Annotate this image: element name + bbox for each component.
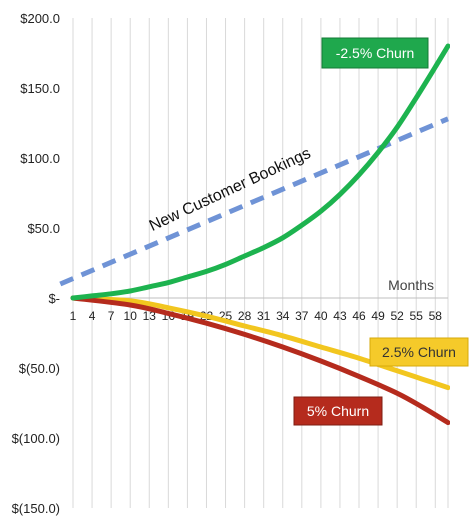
x-tick-labels: 1 4 7 10 13 16 19 22 25 28 31 34 37 40 43 46 49 52 55 58 bbox=[70, 309, 443, 323]
x-tick-label: 43 bbox=[333, 309, 347, 323]
label-2-5-churn-box bbox=[369, 337, 469, 367]
y-tick-label: $(50.0) bbox=[19, 361, 60, 376]
label-neg-2-5-churn-box bbox=[321, 37, 429, 69]
x-tick-label: 37 bbox=[295, 309, 309, 323]
x-tick-label: 34 bbox=[276, 309, 290, 323]
x-axis-title: Months bbox=[388, 277, 434, 293]
label-2-5-churn-text: 2.5% Churn bbox=[382, 344, 456, 360]
label-neg-2-5-churn-text: -2.5% Churn bbox=[336, 45, 415, 61]
x-tick-label: 28 bbox=[238, 309, 252, 323]
y-tick-label: $200.0 bbox=[20, 11, 60, 26]
chart-gridlines bbox=[72, 18, 449, 508]
y-tick-label: $(100.0) bbox=[12, 431, 60, 446]
x-tick-label: 7 bbox=[108, 309, 115, 323]
x-tick-label: 58 bbox=[429, 309, 443, 323]
series-line-new-customer-bookings bbox=[59, 116, 449, 287]
x-tick-label: 40 bbox=[314, 309, 328, 323]
y-tick-label: $(150.0) bbox=[12, 501, 60, 516]
y-tick-label: $150.0 bbox=[20, 81, 60, 96]
x-tick-label: 13 bbox=[143, 309, 157, 323]
chart-axes bbox=[72, 18, 448, 508]
label-2-5-churn: 2.5% Churn bbox=[369, 337, 469, 367]
x-tick-label: 31 bbox=[257, 309, 271, 323]
label-5-churn-box bbox=[293, 396, 383, 426]
y-tick-label: $- bbox=[48, 291, 60, 306]
x-tick-label: 4 bbox=[89, 309, 96, 323]
x-tick-label: 46 bbox=[352, 309, 366, 323]
label-neg-2-5-churn: -2.5% Churn bbox=[321, 37, 429, 69]
label-5-churn-text: 5% Churn bbox=[307, 403, 369, 419]
x-tick-label: 10 bbox=[124, 309, 138, 323]
y-tick-labels: $200.0 $150.0 $100.0 $50.0 $- $(50.0) $(100.0)… bbox=[12, 11, 60, 516]
x-tick-label: 49 bbox=[371, 309, 385, 323]
annotation-new-customer-bookings: New Customer Bookings bbox=[147, 145, 314, 235]
x-tick-label: 1 bbox=[70, 309, 77, 323]
series-line-5-churn bbox=[70, 295, 450, 426]
series-line-2-5-churn bbox=[70, 43, 450, 301]
y-tick-label: $50.0 bbox=[27, 221, 60, 236]
label-5-churn: 5% Churn bbox=[293, 396, 383, 426]
series-line-2-5-churn bbox=[70, 295, 450, 391]
x-tick-label: 55 bbox=[410, 309, 424, 323]
chart-series bbox=[59, 43, 450, 426]
y-tick-label: $100.0 bbox=[20, 151, 60, 166]
x-tick-label: 52 bbox=[390, 309, 404, 323]
